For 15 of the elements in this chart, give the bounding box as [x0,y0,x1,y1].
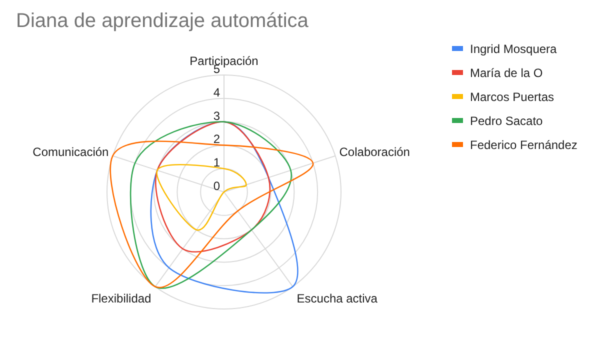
y-tick-label: 2 [213,132,220,146]
y-tick-label: 0 [213,179,220,193]
spoke-label: Escucha activa [296,292,378,306]
legend-label: Federico Fernández [470,138,578,152]
spoke-label: Flexibilidad [91,292,152,306]
legend-label: Ingrid Mosquera [470,42,558,56]
y-tick-label: 3 [213,108,220,123]
chart-title: Diana de aprendizaje automática [16,10,310,32]
legend-label: María de la O [470,66,543,80]
spoke-label: Colaboración [339,144,410,159]
legend-label: Pedro Sacato [470,114,544,128]
y-tick-label: 1 [213,156,220,170]
y-tick-label: 4 [213,85,220,100]
legend-label: Marcos Puertas [470,90,554,104]
spoke-label: Comunicación [32,144,109,159]
